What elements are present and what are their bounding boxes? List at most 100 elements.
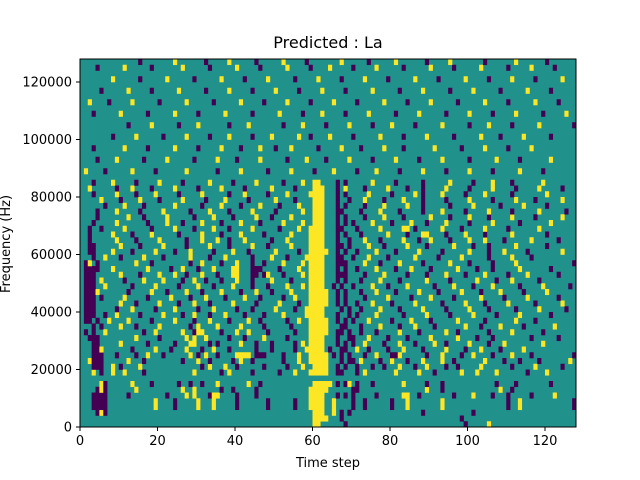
- heatmap-cell: [556, 237, 561, 244]
- heatmap-cell: [413, 225, 418, 232]
- y-tick-label: 60000: [31, 248, 72, 263]
- y-tick-label: 0: [64, 421, 72, 436]
- heatmap-cell: [409, 294, 414, 301]
- heatmap-cell: [490, 283, 495, 290]
- heatmap-cell: [401, 214, 406, 221]
- heatmap-cell: [312, 306, 317, 313]
- heatmap-cell: [312, 254, 317, 261]
- heatmap-cell: [355, 300, 360, 307]
- heatmap-cell: [459, 225, 464, 232]
- heatmap-cell: [521, 133, 526, 140]
- heatmap-cell: [560, 76, 565, 83]
- heatmap-cell: [103, 312, 108, 319]
- heatmap-cell: [176, 381, 182, 388]
- heatmap-cell: [355, 386, 360, 393]
- heatmap-cell: [312, 197, 317, 204]
- heatmap-cells: [83, 59, 577, 428]
- heatmap-cell: [397, 260, 402, 267]
- heatmap-cell: [142, 214, 147, 221]
- heatmap-cell: [537, 208, 542, 215]
- heatmap-cell: [103, 392, 108, 399]
- heatmap-cell: [254, 289, 259, 296]
- heatmap-cell: [347, 329, 352, 336]
- heatmap-cell: [83, 300, 89, 307]
- heatmap-cell: [312, 404, 317, 411]
- heatmap-cell: [320, 404, 325, 411]
- heatmap-cell: [250, 243, 255, 250]
- heatmap-cell: [138, 243, 143, 250]
- heatmap-cell: [421, 185, 426, 192]
- heatmap-cell: [149, 317, 154, 324]
- heatmap-cell: [281, 312, 286, 319]
- heatmap-cell: [343, 231, 348, 238]
- heatmap-cell: [320, 248, 325, 255]
- heatmap-cell: [393, 59, 399, 66]
- heatmap-cell: [421, 179, 426, 186]
- heatmap-cell: [219, 145, 224, 152]
- heatmap-cell: [173, 317, 178, 324]
- heatmap-cell: [444, 329, 449, 336]
- heatmap-cell: [262, 271, 267, 278]
- heatmap-cell: [545, 289, 550, 296]
- heatmap-cell: [246, 329, 251, 336]
- heatmap-cell: [300, 340, 306, 347]
- heatmap-cell: [517, 398, 523, 405]
- x-tick-label: 100: [455, 434, 480, 449]
- heatmap-cell: [320, 271, 325, 278]
- heatmap-cell: [297, 225, 302, 232]
- heatmap-cell: [118, 243, 123, 250]
- heatmap-cell: [99, 87, 104, 94]
- heatmap-cell: [359, 277, 364, 284]
- heatmap-cell: [312, 392, 317, 399]
- heatmap-cell: [316, 208, 321, 215]
- heatmap-cell: [343, 191, 348, 198]
- heatmap-cell: [95, 260, 100, 267]
- heatmap-cell: [130, 248, 135, 255]
- heatmap-cell: [118, 110, 123, 117]
- heatmap-cell: [483, 225, 488, 232]
- heatmap-cell: [266, 404, 271, 411]
- heatmap-cell: [192, 277, 197, 284]
- heatmap-cell: [211, 99, 216, 106]
- heatmap-cell: [215, 352, 220, 359]
- heatmap-cell: [471, 392, 476, 399]
- heatmap-cell: [169, 266, 174, 273]
- heatmap-cell: [471, 87, 476, 94]
- heatmap-cell: [196, 398, 201, 405]
- heatmap-cell: [397, 323, 402, 330]
- heatmap-cell: [304, 346, 309, 353]
- heatmap-cell: [99, 386, 104, 393]
- heatmap-cell: [235, 64, 240, 71]
- heatmap-cell: [320, 415, 325, 422]
- heatmap-cell: [293, 197, 298, 204]
- heatmap-cell: [211, 392, 216, 399]
- heatmap-cell: [297, 358, 302, 365]
- heatmap-cell: [448, 260, 453, 267]
- heatmap-cell: [444, 110, 449, 117]
- heatmap-cell: [211, 283, 216, 290]
- heatmap-cell: [223, 312, 228, 319]
- heatmap-cell: [316, 392, 321, 399]
- heatmap-cell: [335, 289, 340, 296]
- heatmap-cell: [471, 179, 476, 186]
- heatmap-cell: [138, 197, 143, 204]
- heatmap-cell: [285, 283, 290, 290]
- heatmap-cell: [227, 237, 232, 244]
- heatmap-cell: [87, 294, 92, 301]
- heatmap-cell: [231, 358, 236, 365]
- heatmap-cell: [258, 64, 263, 71]
- heatmap-cell: [91, 220, 96, 227]
- heatmap-cell: [242, 335, 247, 342]
- heatmap-cell: [510, 76, 515, 83]
- heatmap-cell: [250, 87, 255, 94]
- heatmap-cell: [242, 312, 247, 319]
- heatmap-cell: [316, 312, 321, 319]
- heatmap-cell: [196, 306, 201, 313]
- heatmap-cell: [467, 110, 472, 117]
- heatmap-cell: [235, 156, 240, 163]
- heatmap-cell: [91, 243, 96, 250]
- heatmap-cell: [440, 386, 445, 393]
- heatmap-cell: [308, 294, 313, 301]
- heatmap-cell: [471, 312, 476, 319]
- heatmap-cell: [362, 294, 368, 301]
